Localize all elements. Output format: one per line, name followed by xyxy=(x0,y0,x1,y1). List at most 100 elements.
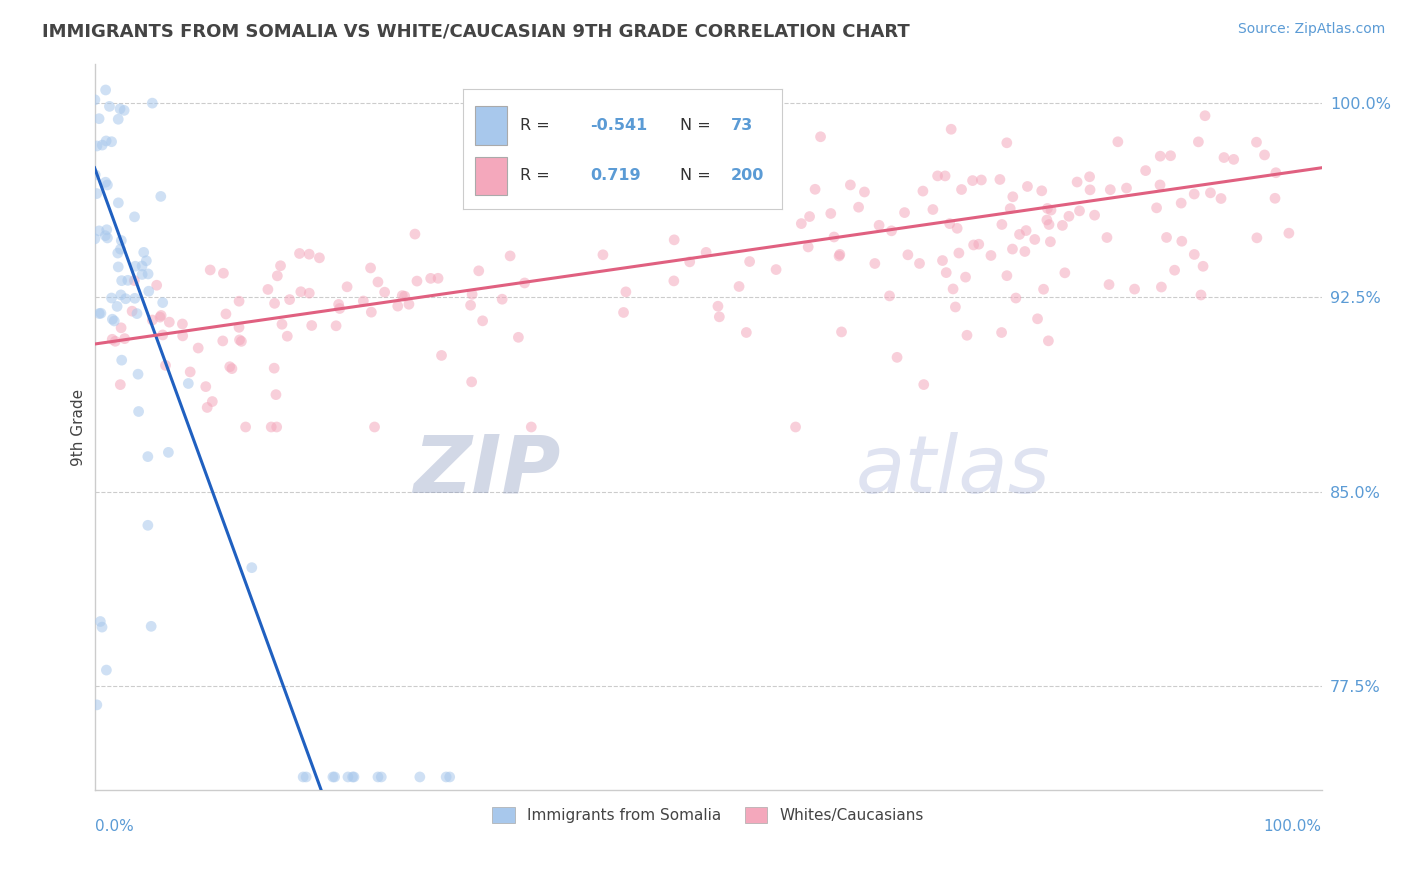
Point xyxy=(467,264,489,278)
Point xyxy=(96,223,118,237)
Point xyxy=(427,271,450,285)
Point xyxy=(1040,203,1063,218)
Point xyxy=(201,394,224,409)
Point xyxy=(91,138,114,153)
Point xyxy=(87,224,110,238)
Text: 0.0%: 0.0% xyxy=(94,819,134,834)
Point xyxy=(790,217,813,231)
Point xyxy=(195,401,218,415)
Point xyxy=(880,224,903,238)
Y-axis label: 9th Grade: 9th Grade xyxy=(72,388,86,466)
Point xyxy=(108,102,131,116)
Point xyxy=(84,168,107,182)
Point xyxy=(221,361,243,376)
Point xyxy=(709,310,731,324)
Point xyxy=(592,248,614,262)
Point xyxy=(1078,183,1101,197)
Point xyxy=(718,186,741,200)
Point xyxy=(1078,169,1101,184)
Point xyxy=(260,420,283,434)
Point xyxy=(336,770,359,784)
Point xyxy=(927,169,949,183)
Point xyxy=(908,256,931,270)
Point xyxy=(107,112,129,127)
Point xyxy=(110,377,132,392)
Point xyxy=(513,276,536,290)
Point xyxy=(995,268,1018,283)
Point xyxy=(141,313,163,327)
Point xyxy=(804,182,827,196)
Point xyxy=(124,210,146,224)
Point xyxy=(308,251,330,265)
Point xyxy=(86,139,108,153)
Point xyxy=(945,300,967,314)
Point xyxy=(328,297,350,311)
Point xyxy=(406,274,429,288)
Point xyxy=(797,240,820,254)
Point xyxy=(863,256,886,270)
Point xyxy=(323,770,346,784)
Point xyxy=(218,359,240,374)
Point xyxy=(194,379,217,393)
Point xyxy=(110,234,132,248)
Point xyxy=(967,237,990,252)
Point xyxy=(1017,179,1039,194)
Point xyxy=(1005,291,1028,305)
Point xyxy=(145,278,167,293)
Point xyxy=(695,245,717,260)
Point xyxy=(1199,186,1222,200)
Point xyxy=(1171,234,1194,248)
Point xyxy=(141,96,163,111)
Point xyxy=(152,328,174,343)
Point xyxy=(1001,242,1024,256)
Point xyxy=(103,314,125,328)
Point xyxy=(228,294,250,309)
Point xyxy=(460,375,482,389)
Point xyxy=(1123,282,1146,296)
Point xyxy=(1001,190,1024,204)
Point xyxy=(461,287,484,301)
Point xyxy=(948,246,970,260)
Point xyxy=(962,173,984,187)
Point xyxy=(1107,135,1129,149)
Point xyxy=(499,249,522,263)
Point xyxy=(404,227,426,241)
Point xyxy=(96,178,118,192)
Point xyxy=(1246,135,1268,149)
Point xyxy=(110,288,132,302)
Point xyxy=(738,254,761,268)
Point xyxy=(231,334,253,349)
Point xyxy=(111,274,134,288)
Point xyxy=(434,770,457,784)
Point xyxy=(398,297,420,311)
Point xyxy=(271,318,294,332)
Point xyxy=(761,168,783,182)
Point xyxy=(879,289,901,303)
Point xyxy=(240,560,263,574)
Point xyxy=(1264,191,1286,205)
Point xyxy=(853,185,876,199)
Point xyxy=(1084,208,1107,222)
Point xyxy=(112,103,135,118)
Point xyxy=(131,259,153,273)
Point xyxy=(938,217,960,231)
Point xyxy=(394,289,416,303)
Point xyxy=(263,296,285,310)
Point xyxy=(1222,153,1244,167)
Point xyxy=(828,247,851,261)
Point xyxy=(105,300,128,314)
Point xyxy=(508,330,530,344)
Point xyxy=(1036,202,1059,216)
Point xyxy=(83,232,105,246)
Point xyxy=(970,173,993,187)
Point xyxy=(125,307,148,321)
Point xyxy=(94,175,117,189)
Point xyxy=(172,317,194,331)
Point xyxy=(325,318,347,333)
Point xyxy=(292,770,315,784)
Point xyxy=(765,262,787,277)
Point xyxy=(1149,178,1171,192)
Point xyxy=(157,315,180,329)
Point xyxy=(1160,149,1182,163)
Point xyxy=(141,619,163,633)
